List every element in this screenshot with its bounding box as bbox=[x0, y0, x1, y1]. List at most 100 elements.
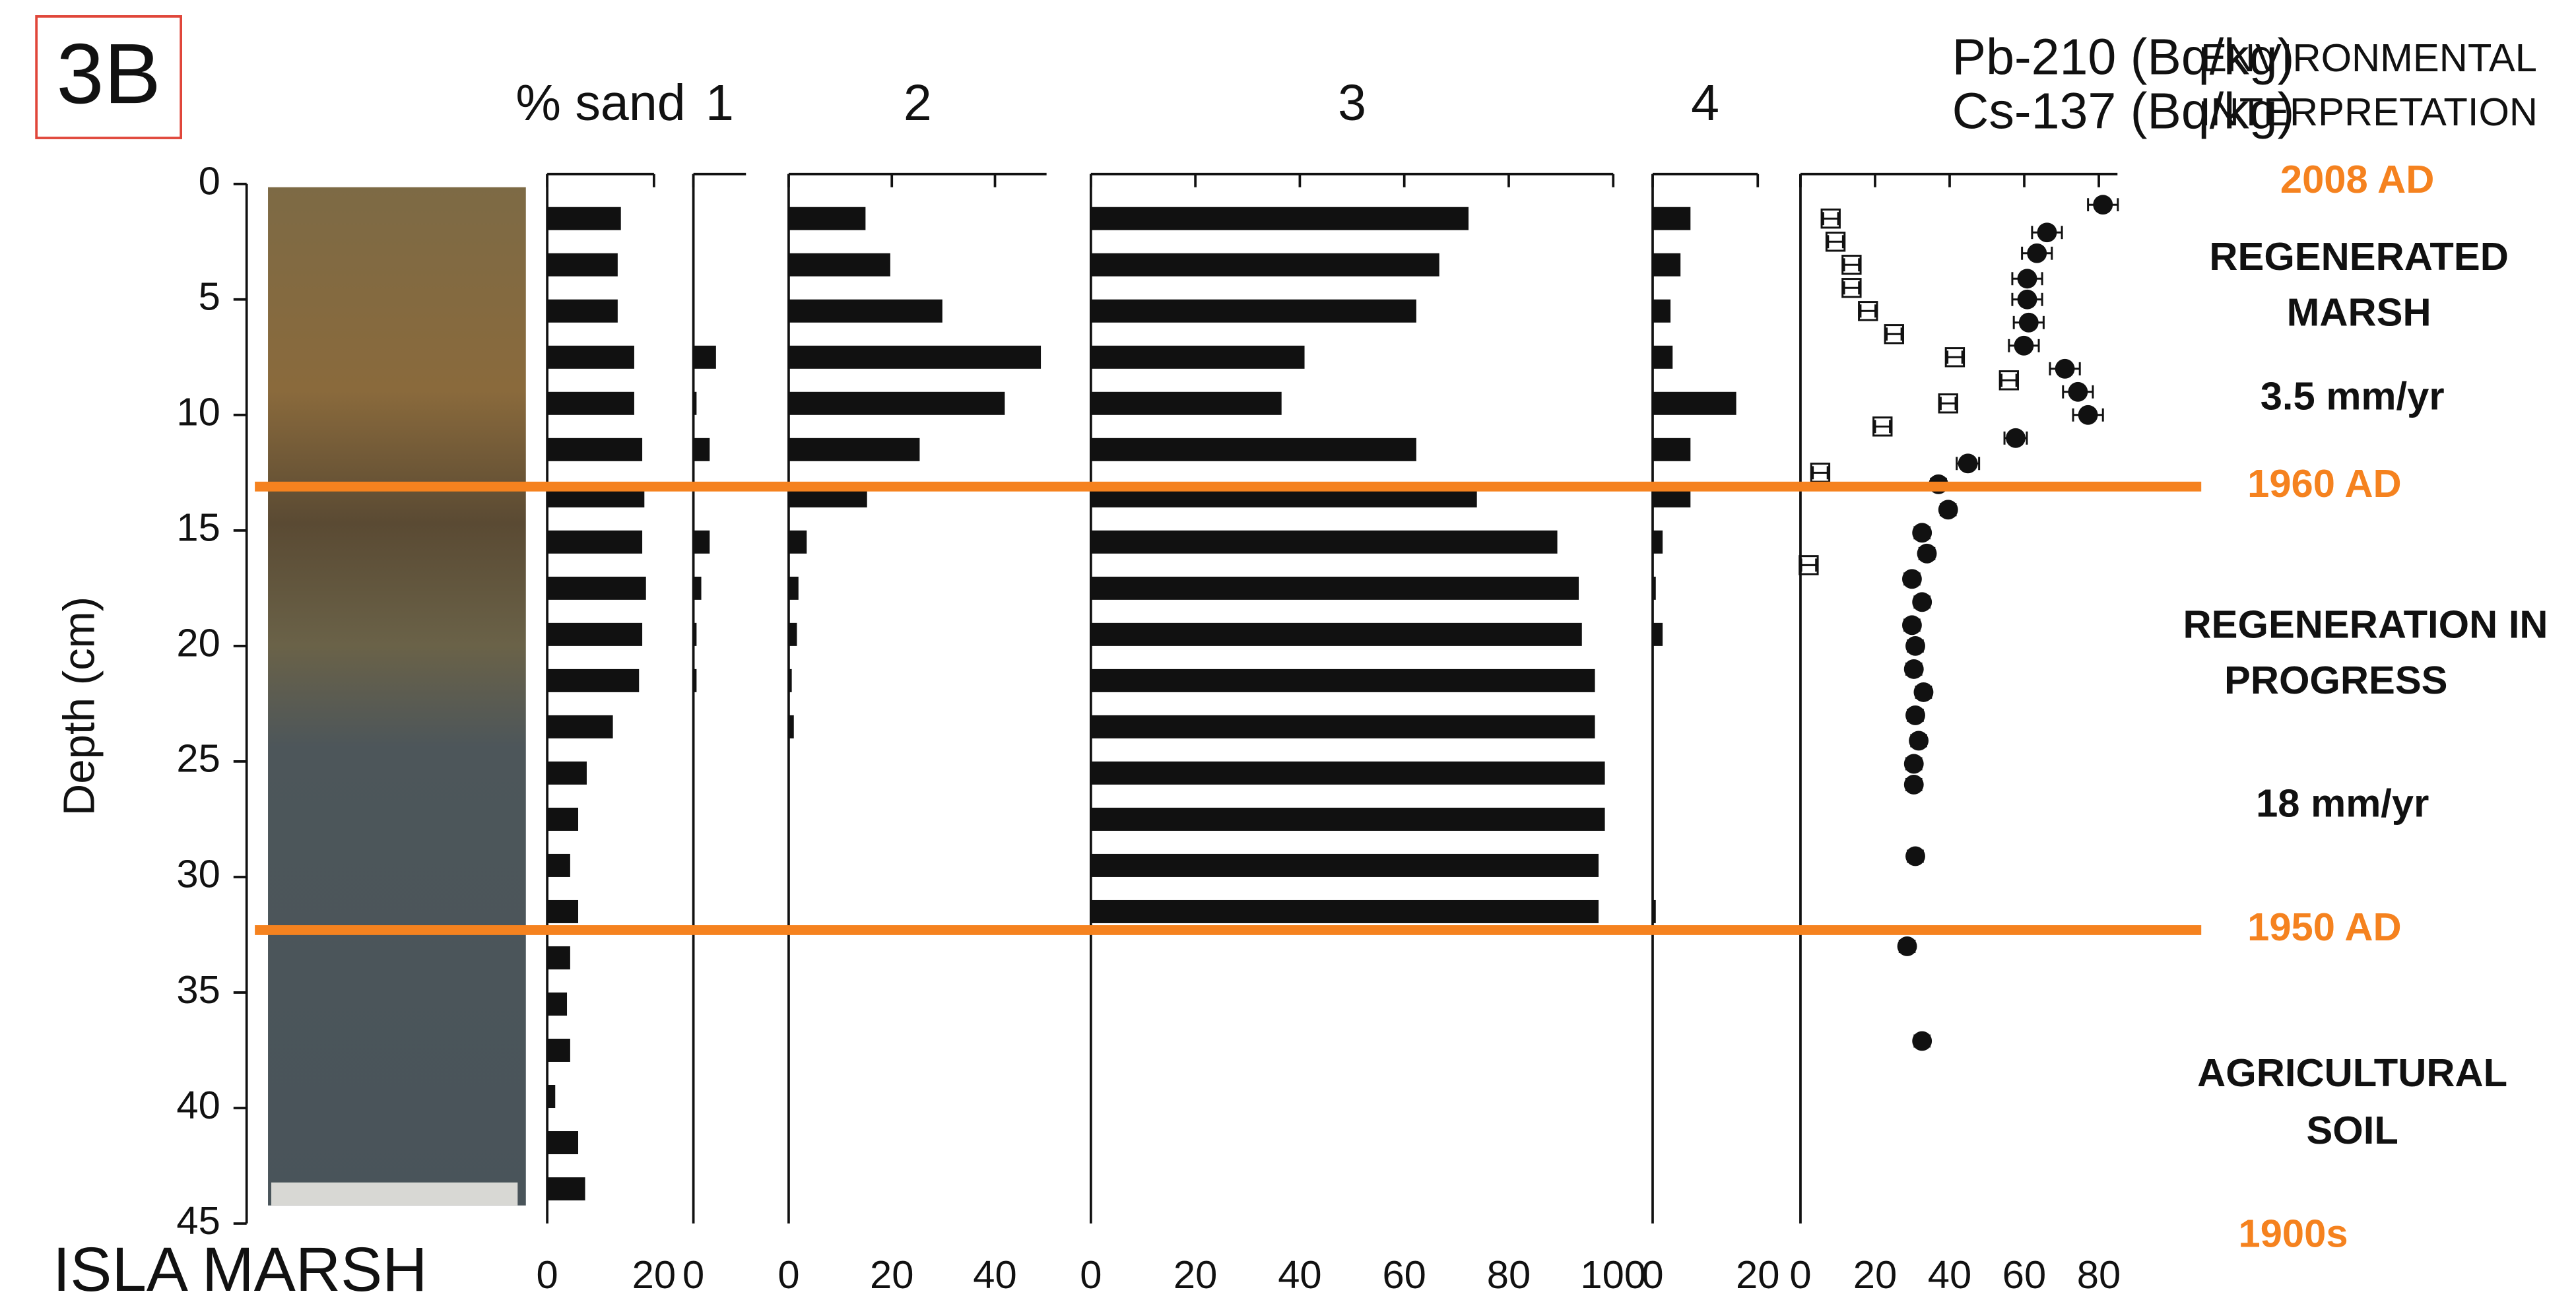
bar bbox=[1091, 808, 1605, 831]
x-tick-label: 60 bbox=[2002, 1253, 2046, 1297]
x-tick-label: 80 bbox=[2077, 1253, 2121, 1297]
point bbox=[2006, 428, 2026, 448]
bar bbox=[789, 669, 792, 692]
bar bbox=[694, 438, 710, 461]
bar bbox=[547, 854, 570, 877]
bar bbox=[789, 300, 942, 323]
bar bbox=[1091, 253, 1439, 277]
y-tick-label: 10 bbox=[176, 390, 220, 434]
bar bbox=[547, 669, 639, 692]
point bbox=[2037, 222, 2057, 242]
bar bbox=[694, 392, 697, 415]
page: {"figure_label": "3B", "site": "ISLA MAR… bbox=[0, 0, 2576, 1304]
figure: 3B ISLA MARSH ENVIRONMENTAL INTERPRETATI… bbox=[0, 0, 2576, 1304]
bar bbox=[1653, 300, 1670, 323]
bar bbox=[1653, 207, 1690, 230]
bar bbox=[1091, 762, 1605, 785]
bar bbox=[547, 1131, 578, 1154]
bar bbox=[547, 346, 634, 369]
bar bbox=[789, 253, 890, 277]
x-tick-label: 40 bbox=[1928, 1253, 1971, 1297]
bar bbox=[789, 715, 794, 738]
x-tick-label: 0 bbox=[777, 1253, 799, 1297]
bar bbox=[547, 207, 621, 230]
bar bbox=[694, 346, 716, 369]
point bbox=[1905, 636, 1925, 656]
core-photo bbox=[268, 187, 526, 1206]
x-tick-label: 40 bbox=[973, 1253, 1016, 1297]
bar bbox=[1653, 253, 1680, 277]
bar bbox=[1653, 623, 1663, 646]
bar bbox=[1091, 900, 1599, 923]
zone-label: PROGRESS bbox=[2224, 658, 2447, 702]
bar bbox=[1653, 531, 1663, 554]
point bbox=[1902, 615, 1922, 635]
point bbox=[1917, 544, 1937, 564]
bar bbox=[789, 346, 1041, 369]
bar bbox=[1091, 438, 1416, 461]
bar bbox=[1653, 438, 1690, 461]
y-tick-label: 25 bbox=[176, 736, 220, 781]
bar bbox=[694, 623, 697, 646]
horizon-label: 1950 AD bbox=[2247, 905, 2401, 949]
y-tick-label: 45 bbox=[176, 1198, 220, 1243]
bar bbox=[789, 623, 797, 646]
bar bbox=[547, 1085, 555, 1108]
bar bbox=[789, 392, 1005, 415]
x-tick-label: 0 bbox=[682, 1253, 704, 1297]
bar bbox=[1091, 669, 1595, 692]
y-tick-label: 5 bbox=[199, 275, 220, 319]
figure-label: 3B bbox=[56, 26, 160, 121]
bar bbox=[547, 808, 578, 831]
point bbox=[2093, 195, 2113, 214]
x-tick-label: 20 bbox=[1736, 1253, 1779, 1297]
point bbox=[1905, 705, 1925, 725]
bar bbox=[1653, 577, 1656, 600]
bar bbox=[1091, 392, 1282, 415]
point bbox=[2018, 290, 2037, 310]
series-title: Cs-137 (Bq/kg) bbox=[1952, 83, 2295, 140]
bar bbox=[789, 207, 865, 230]
series-title: Pb-210 (Bq/kg) bbox=[1952, 28, 2295, 85]
point bbox=[1904, 659, 1924, 679]
panel-title: 4 bbox=[1691, 75, 1719, 131]
y-tick-label: 0 bbox=[199, 159, 220, 203]
bar bbox=[1091, 715, 1595, 738]
x-tick-label: 40 bbox=[1278, 1253, 1321, 1297]
point bbox=[1912, 523, 1932, 542]
bar bbox=[1091, 207, 1469, 230]
zone-label: REGENERATION IN bbox=[2183, 602, 2548, 646]
x-tick-label: 0 bbox=[1641, 1253, 1663, 1297]
rate-label: 18 mm/yr bbox=[2256, 781, 2429, 826]
x-tick-label: 100 bbox=[1580, 1253, 1646, 1297]
panel-title: 2 bbox=[904, 75, 932, 131]
x-tick-label: 20 bbox=[1853, 1253, 1897, 1297]
bar bbox=[547, 946, 570, 969]
point bbox=[1904, 754, 1924, 773]
bar bbox=[547, 531, 642, 554]
horizon-label: 1960 AD bbox=[2247, 461, 2401, 505]
x-tick-label: 20 bbox=[1173, 1253, 1217, 1297]
x-tick-label: 60 bbox=[1382, 1253, 1426, 1297]
panel-title: 1 bbox=[706, 75, 734, 131]
bar bbox=[1653, 346, 1672, 369]
bar bbox=[547, 623, 642, 646]
point bbox=[1909, 731, 1929, 750]
point bbox=[2018, 269, 2037, 288]
bar bbox=[694, 669, 697, 692]
zone-label: MARSH bbox=[2287, 290, 2431, 335]
panel-title: 3 bbox=[1338, 75, 1366, 131]
y-tick-label: 20 bbox=[176, 621, 220, 665]
y-axis-label: Depth (cm) bbox=[55, 597, 104, 816]
bar bbox=[1653, 392, 1736, 415]
x-tick-label: 0 bbox=[1080, 1253, 1102, 1297]
point bbox=[2027, 244, 2047, 263]
bar bbox=[789, 577, 799, 600]
panel-title: % sand bbox=[515, 75, 685, 131]
x-tick-label: 80 bbox=[1487, 1253, 1531, 1297]
bar bbox=[547, 715, 612, 738]
bar bbox=[547, 1039, 570, 1062]
point bbox=[1904, 775, 1924, 795]
bar bbox=[547, 577, 646, 600]
point bbox=[2055, 359, 2075, 379]
